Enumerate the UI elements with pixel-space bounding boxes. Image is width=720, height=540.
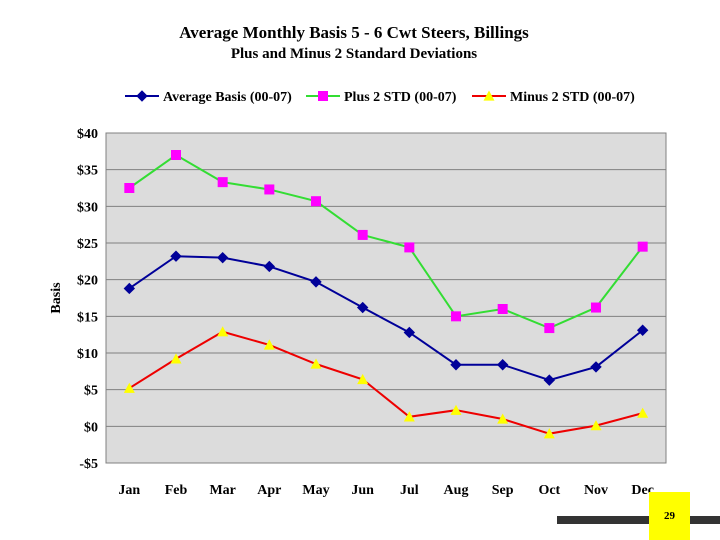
data-point	[216, 251, 229, 264]
footer-bar	[557, 516, 720, 524]
y-tick-label: $25	[77, 237, 98, 252]
y-tick-label: $30	[77, 200, 98, 215]
x-tick-label: Aug	[444, 483, 469, 498]
data-point	[217, 326, 229, 337]
x-tick-label: Jun	[351, 483, 374, 498]
x-tick-label: May	[302, 483, 329, 498]
y-axis-label: Basis	[49, 282, 64, 314]
data-point	[171, 150, 181, 160]
x-axis-ticks: Jan Feb Mar Apr May Jun Jul Aug Sep Oct Nov Dec	[118, 483, 654, 498]
data-point	[124, 183, 135, 193]
data-point	[497, 304, 508, 314]
data-point	[357, 229, 368, 240]
data-point	[451, 311, 461, 322]
y-tick-label: $20	[77, 274, 98, 289]
y-axis-ticks: $40 $35 $30 $25 $20 $15 $10 $5 $0 -$5	[77, 127, 98, 472]
y-tick-label: $5	[84, 384, 98, 399]
data-point	[263, 260, 276, 273]
data-point	[543, 374, 556, 386]
x-tick-label: Mar	[209, 483, 235, 498]
data-point	[543, 428, 555, 439]
data-point	[497, 413, 509, 424]
chart-title: Average Monthly Basis 5 - 6 Cwt Steers, …	[179, 23, 529, 42]
series-markers	[123, 150, 649, 439]
data-point	[403, 326, 416, 339]
data-point	[217, 177, 228, 188]
series-line-0	[128, 255, 644, 382]
data-point	[450, 404, 462, 415]
x-tick-label: Nov	[584, 483, 608, 498]
data-point	[404, 242, 415, 253]
data-point	[311, 196, 321, 207]
legend-label: Average Basis (00-07)	[163, 90, 292, 105]
data-point	[123, 382, 135, 393]
y-tick-label: $40	[77, 127, 98, 142]
x-tick-label: Sep	[492, 483, 514, 498]
x-tick-label: Apr	[257, 483, 281, 498]
legend-label: Minus 2 STD (00-07)	[510, 90, 635, 105]
data-point	[636, 324, 649, 336]
x-tick-label: Jul	[400, 483, 419, 498]
data-point	[590, 420, 602, 431]
data-point	[310, 276, 322, 288]
data-point	[356, 301, 369, 314]
data-point	[357, 373, 369, 385]
y-tick-label: -$5	[79, 457, 98, 472]
x-tick-label: Oct	[538, 483, 560, 498]
plot-area	[105, 132, 667, 464]
y-tick-label: $35	[77, 164, 98, 179]
legend-marker	[136, 90, 148, 102]
data-point	[496, 359, 509, 371]
legend-marker	[483, 90, 495, 101]
y-tick-label: $10	[77, 347, 98, 362]
y-tick-label: $0	[84, 420, 98, 435]
x-tick-label: Feb	[165, 483, 188, 498]
data-point	[170, 250, 182, 262]
data-point	[170, 353, 182, 364]
page-number: 29	[649, 492, 690, 540]
data-point	[264, 184, 275, 195]
data-point	[637, 407, 649, 418]
series-line-2	[128, 330, 643, 435]
data-point	[450, 359, 462, 371]
legend-marker	[318, 91, 328, 101]
chart-subtitle: Plus and Minus 2 Standard Deviations	[231, 46, 477, 62]
data-point	[403, 411, 415, 422]
data-point	[544, 323, 555, 334]
data-point	[263, 339, 275, 350]
series-lines	[128, 153, 644, 435]
x-tick-label: Dec	[631, 483, 654, 498]
series-line-1	[128, 153, 644, 330]
data-point	[637, 241, 648, 252]
y-tick-label: $15	[77, 310, 98, 325]
data-point	[591, 302, 601, 313]
data-point	[310, 358, 322, 369]
x-tick-label: Jan	[118, 483, 140, 498]
legend-label: Plus 2 STD (00-07)	[344, 90, 457, 105]
data-point	[590, 361, 602, 373]
legend: Average Basis (00-07) Plus 2 STD (00-07) M…	[125, 90, 635, 105]
data-point	[123, 282, 136, 295]
